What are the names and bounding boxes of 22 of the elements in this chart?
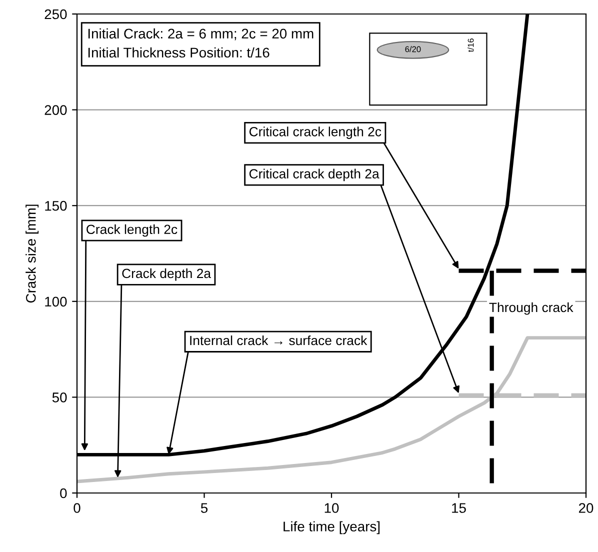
annotation: Crack length 2c [86,224,178,237]
x-tick-label: 0 [74,503,80,513]
annotation: Crack depth 2a [122,268,212,281]
y-tick-label: 150 [45,200,67,211]
annotation: Internal crack → surface crack [190,335,368,346]
x-tick-label: 10 [324,503,339,513]
y-tick-label: 0 [60,488,67,498]
x-tick-label: 20 [578,503,594,513]
annotation: 6/20 [405,46,421,52]
annotation: t/16 [468,38,474,52]
x-axis-title: Life time [years] [284,521,380,534]
y-tick-label: 250 [44,9,67,20]
x-tick-label: 15 [452,503,466,513]
annotation: Initial Crack: 2a = 6 mm; 2c = 20 mm Initial Thickness Position: t/16 [88,28,314,58]
x-tick-label: 5 [200,503,208,513]
y-tick-label: 50 [52,392,67,402]
annotation: Critical crack depth 2a [249,168,380,182]
y-axis-title: Crack size [mm] [26,204,39,303]
annotation: Through crack [489,302,574,315]
annotation: Critical crack length 2c [249,126,382,139]
y-tick-label: 100 [45,296,67,307]
y-tick-label: 200 [44,105,67,115]
